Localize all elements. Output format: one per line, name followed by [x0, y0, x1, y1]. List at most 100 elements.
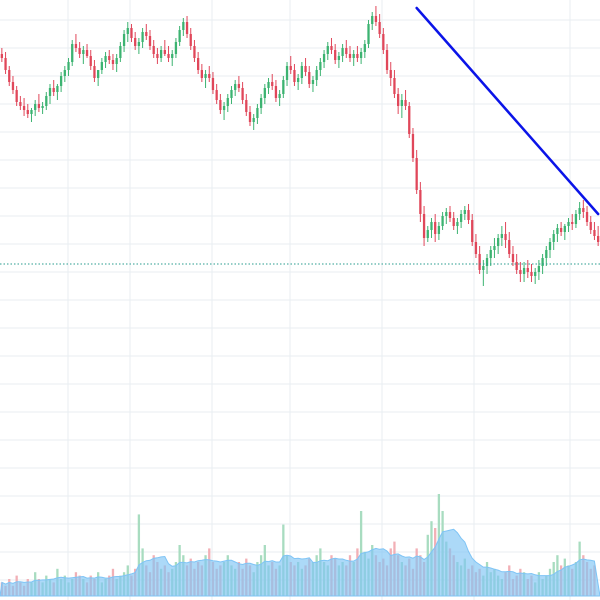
candle-body — [171, 54, 174, 58]
candle-body — [45, 96, 48, 106]
candle-body — [400, 100, 403, 106]
candle-body — [263, 88, 266, 98]
candle-body — [145, 32, 148, 36]
candle-body — [382, 34, 385, 50]
candle-body — [441, 216, 444, 226]
candle-body — [408, 106, 411, 134]
candle-body — [393, 78, 396, 94]
candle-body — [111, 60, 115, 64]
candle-body — [97, 70, 100, 78]
candle-body — [297, 78, 300, 82]
candle-body — [41, 106, 44, 108]
candle-body — [500, 234, 503, 238]
candle-body — [530, 272, 533, 276]
candle-body — [326, 46, 329, 54]
candle-body — [363, 44, 366, 52]
candle-body — [537, 266, 541, 272]
candle-body — [311, 80, 315, 84]
candle-body — [208, 74, 211, 78]
candle-body — [274, 86, 278, 98]
candle-body — [485, 258, 489, 266]
candle-body — [556, 228, 559, 234]
candle-body — [126, 28, 129, 34]
candle-body — [56, 86, 59, 92]
candle-body — [178, 30, 181, 42]
candle-body — [22, 106, 26, 110]
candle-body — [545, 250, 548, 258]
candle-body — [315, 70, 318, 80]
candle-body — [534, 272, 537, 276]
candle-body — [30, 110, 33, 114]
candle-body — [256, 108, 259, 118]
candle-body — [34, 104, 37, 110]
candle-body — [341, 48, 344, 56]
candle-body — [189, 34, 192, 46]
candle-body — [374, 16, 378, 22]
candle-body — [319, 62, 322, 70]
candle-body — [71, 44, 74, 62]
candle-body — [563, 226, 566, 232]
candle-body — [597, 236, 600, 242]
candle-body — [574, 214, 578, 224]
candle-body — [522, 268, 526, 274]
candle-body — [293, 70, 296, 82]
candle-body — [567, 222, 570, 226]
candle-body — [152, 46, 155, 54]
candle-body — [322, 54, 326, 62]
candle-body — [141, 32, 144, 42]
candle-body — [589, 222, 592, 230]
candle-body — [445, 212, 448, 216]
drawing-overlays — [0, 6, 600, 265]
candle-body — [282, 80, 285, 94]
candle-body — [585, 212, 589, 222]
candle-body — [200, 70, 203, 78]
candle-body — [356, 54, 359, 58]
candle-body — [593, 230, 596, 236]
candle-body — [63, 70, 66, 76]
candle-body — [552, 234, 555, 242]
candle-body — [352, 54, 355, 58]
candle-body — [48, 88, 52, 96]
candle-body — [578, 208, 581, 214]
volume-bar — [137, 514, 141, 596]
candle-body — [308, 72, 311, 84]
candle-body — [367, 24, 370, 44]
candle-body — [304, 66, 307, 72]
candle-body — [448, 212, 452, 218]
candle-body — [156, 54, 159, 58]
candle-body — [115, 58, 118, 64]
candle-body — [489, 250, 492, 258]
candle-body — [26, 110, 29, 114]
candle-body — [478, 254, 481, 270]
candle-body — [437, 226, 441, 234]
candle-body — [234, 84, 237, 90]
candle-body — [504, 234, 507, 240]
candle-body — [459, 214, 463, 222]
candle-body — [237, 84, 241, 88]
candle-body — [52, 88, 55, 92]
candle-body — [519, 270, 522, 274]
volume-pane — [0, 494, 600, 597]
candle-body — [67, 62, 70, 70]
candle-body — [93, 66, 96, 78]
candle-body — [204, 74, 207, 78]
candle-body — [8, 70, 11, 82]
candle-body — [334, 50, 337, 60]
candle-body — [185, 22, 189, 34]
candle-body — [137, 42, 141, 46]
candle-body — [385, 50, 389, 70]
candle-body — [211, 78, 215, 90]
candle-body — [119, 46, 122, 58]
candle-body — [159, 50, 163, 58]
candle-body — [37, 104, 41, 108]
candle-body — [241, 88, 244, 100]
candle-body — [482, 266, 485, 270]
candle-body — [541, 258, 544, 266]
candle-body — [163, 50, 166, 54]
candle-body — [463, 210, 466, 214]
candle-body — [104, 56, 107, 62]
candle-body — [0, 54, 3, 58]
candle-body — [193, 46, 196, 58]
